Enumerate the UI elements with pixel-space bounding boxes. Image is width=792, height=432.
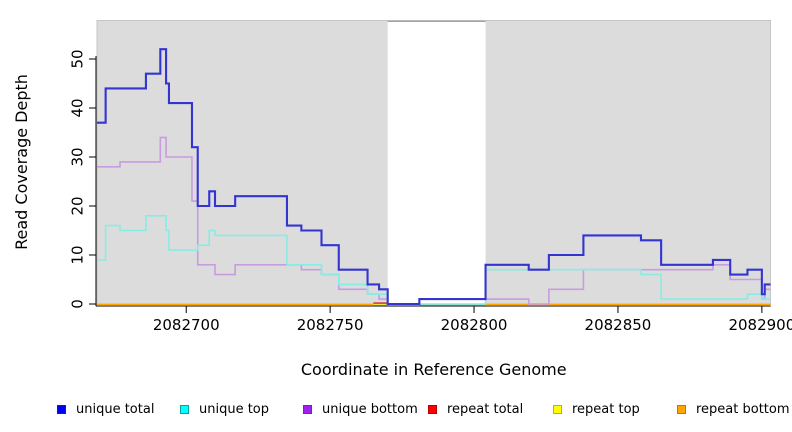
- y-tick-label-50: 50: [69, 49, 87, 68]
- y-tick-label-40: 40: [69, 98, 87, 117]
- x-tick-label-2082900: 2082900: [728, 316, 792, 334]
- y-tick-label-30: 30: [69, 147, 87, 166]
- x-axis-title: Coordinate in Reference Genome: [301, 360, 567, 379]
- y-tick-label-20: 20: [69, 196, 87, 215]
- x-tick-label-2082850: 2082850: [585, 316, 652, 334]
- no-data-band: [387, 21, 486, 307]
- series-unique-total-line: [97, 48, 771, 306]
- series-unique-top-line: [97, 215, 771, 305]
- y-tick-label-0: 0: [69, 299, 87, 309]
- x-tick-label-2082750: 2082750: [297, 316, 364, 334]
- x-tick-label-2082700: 2082700: [153, 316, 220, 334]
- y-tick-label-10: 10: [69, 245, 87, 264]
- y-axis-title: Read Coverage Depth: [12, 74, 31, 250]
- x-tick-label-2082800: 2082800: [441, 316, 508, 334]
